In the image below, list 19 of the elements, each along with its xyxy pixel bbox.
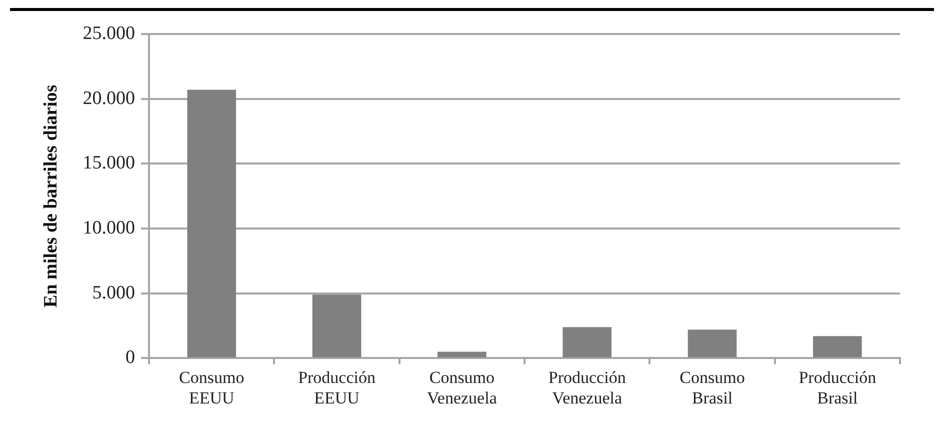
bar [562, 327, 612, 358]
y-tick-label: 20.000 [82, 88, 136, 109]
y-tick-label: 5.000 [92, 282, 136, 304]
x-tick-label: Producción Venezuela [548, 368, 626, 408]
bar [813, 336, 862, 358]
bar [187, 90, 236, 358]
bar [688, 330, 737, 358]
x-tick-label: Consumo Brasil [680, 368, 745, 408]
x-tick-label: Producción Brasil [798, 368, 877, 408]
bar [438, 352, 486, 358]
y-tick-label: 25.000 [82, 22, 136, 44]
y-tick-label: 0 [126, 347, 136, 368]
y-axis-title: En miles de barriles diarios [40, 84, 62, 308]
bar [312, 294, 362, 358]
y-tick-label: 15.000 [82, 152, 136, 174]
x-tick-label: Consumo Venezuela [427, 368, 498, 408]
x-tick-label: Producción EEUU [298, 368, 376, 408]
y-tick-label: 10.000 [82, 218, 136, 239]
x-tick-label: Consumo EEUU [179, 368, 244, 408]
